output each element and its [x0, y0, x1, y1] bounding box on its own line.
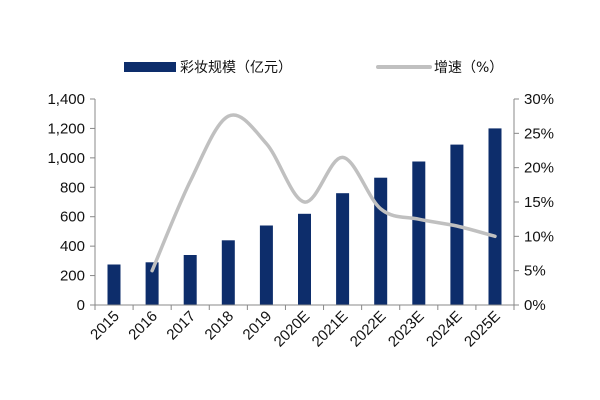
right-tick-label: 5%: [524, 263, 546, 280]
bar-2018: [221, 240, 235, 305]
bar-2017: [183, 255, 197, 305]
left-tick-label: 0: [77, 297, 85, 314]
x-tick-label: 2021E: [309, 308, 352, 351]
bar-2022E: [374, 177, 388, 305]
right-tick-label: 25%: [524, 125, 554, 142]
left-tick-label: 400: [60, 238, 85, 255]
x-tick-label: 2017: [163, 308, 199, 344]
x-tick-label: 2025E: [461, 308, 504, 351]
left-tick-label: 800: [60, 179, 85, 196]
bar-2015: [107, 264, 121, 305]
x-tick-label: 2020E: [271, 308, 314, 351]
left-tick-label: 1,400: [47, 91, 85, 108]
bar-2025E: [488, 128, 502, 305]
bar-2016: [145, 262, 159, 305]
bar-2023E: [412, 161, 426, 305]
x-tick-label: 2022E: [347, 308, 390, 351]
right-tick-label: 15%: [524, 194, 554, 211]
left-tick-label: 1,000: [47, 150, 85, 167]
x-tick-label: 2015: [87, 308, 123, 344]
line-series: [150, 113, 497, 273]
bar-series: [107, 128, 502, 305]
right-tick-label: 20%: [524, 160, 554, 177]
legend: 彩妆规模（亿元） 增速（%）: [124, 60, 503, 76]
bar-2020E: [298, 213, 311, 305]
x-tick-label: 2018: [202, 308, 238, 344]
right-tick-label: 0%: [524, 297, 546, 314]
left-tick-label: 600: [60, 209, 85, 226]
left-tick-label: 200: [60, 268, 85, 285]
x-tick-label: 2016: [125, 308, 161, 344]
growth-line: [150, 113, 497, 273]
right-tick-label: 10%: [524, 228, 554, 245]
x-tick-label: 2023E: [385, 308, 428, 351]
legend-swatch-bar: [124, 62, 176, 72]
left-tick-label: 1,200: [47, 120, 85, 137]
bar-2021E: [336, 193, 350, 305]
x-tick-label: 2024E: [423, 308, 466, 351]
bar-2019: [259, 225, 273, 305]
legend-label-line: 增速（%）: [434, 60, 503, 76]
right-tick-label: 30%: [524, 91, 554, 108]
legend-label-bar: 彩妆规模（亿元）: [180, 60, 292, 76]
